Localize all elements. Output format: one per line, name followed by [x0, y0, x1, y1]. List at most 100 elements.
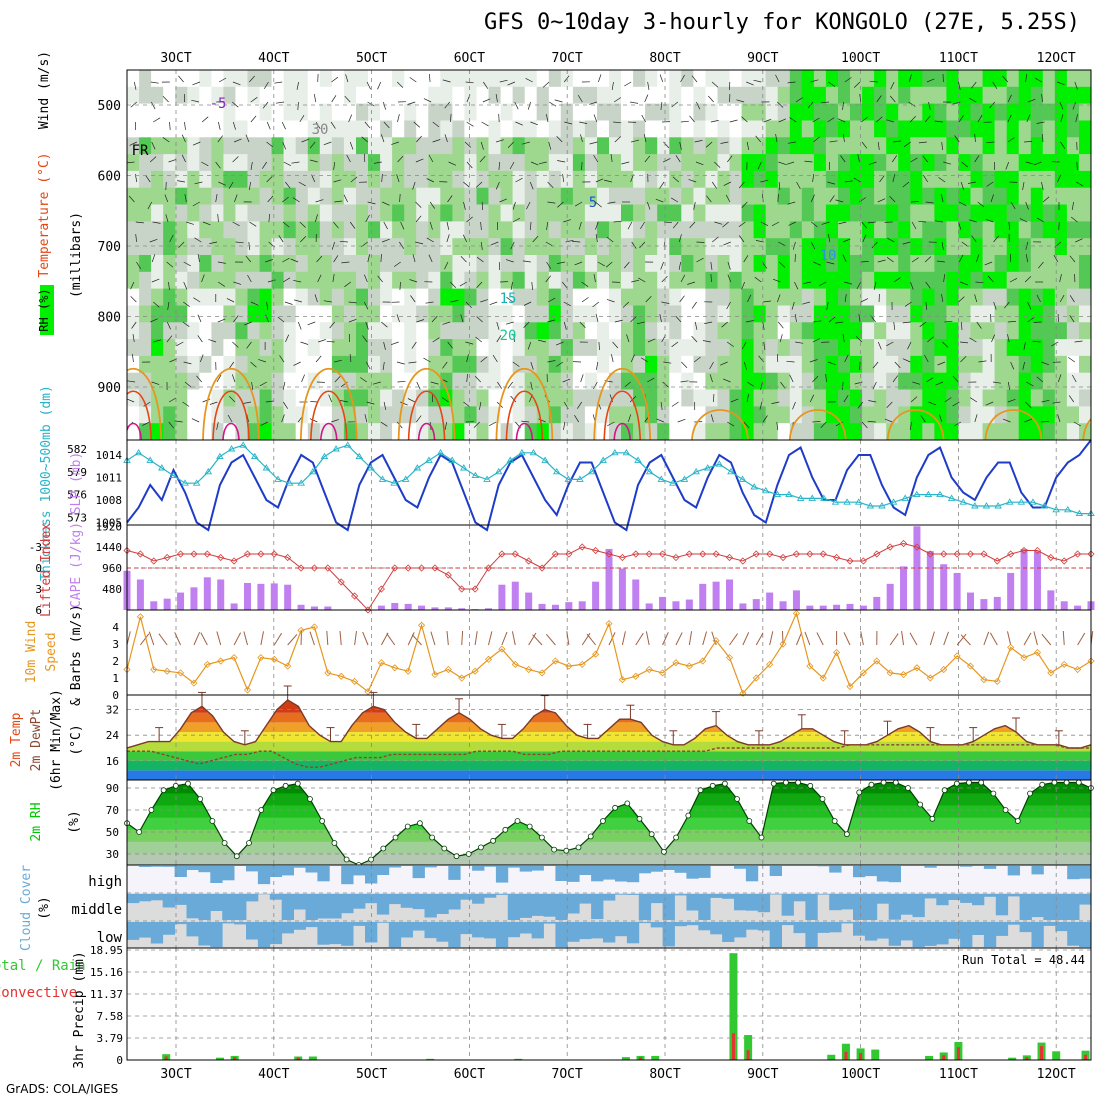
- cloud-bar: [781, 922, 794, 926]
- cape-tick: 1440: [96, 541, 123, 554]
- rh-cell: [404, 389, 417, 407]
- wind-barb: [465, 81, 474, 84]
- wind-barb: [546, 261, 552, 269]
- rh-marker: [783, 779, 789, 786]
- wind-barb: [598, 341, 600, 351]
- isotherm-25: [299, 367, 358, 440]
- rh-cell: [1006, 288, 1020, 306]
- wind-barb: [380, 253, 382, 263]
- rh-cell: [645, 86, 658, 105]
- rh-cell: [175, 322, 188, 340]
- rh-cell: [295, 355, 309, 374]
- cloud-bar: [948, 922, 961, 939]
- wind-barb: [1060, 141, 1066, 149]
- rh-cell: [862, 271, 875, 290]
- rh-cell: [163, 423, 176, 440]
- rh-cell: [657, 322, 670, 340]
- rh-cell: [512, 187, 526, 206]
- rh-marker: [856, 789, 863, 796]
- rh-cell: [946, 305, 960, 323]
- wind-barb: [843, 395, 849, 403]
- wind-barb: [177, 180, 186, 183]
- wind-barb: [796, 181, 801, 190]
- cloud-bar: [734, 866, 747, 869]
- wind-barb: [723, 181, 732, 186]
- wind-speed-marker: [351, 677, 359, 685]
- cloud-bar: [960, 922, 973, 947]
- wind-barb: [910, 281, 914, 290]
- rh-cell: [488, 221, 502, 239]
- rh-cell: [693, 137, 707, 155]
- wind-barb: [245, 255, 252, 263]
- rh-cell: [1018, 86, 1032, 105]
- wind-barb: [563, 75, 570, 83]
- rh-cell: [488, 423, 502, 440]
- cloud-bar: [686, 922, 699, 926]
- rh-cell: [331, 238, 345, 256]
- wind-barb: [1052, 401, 1061, 404]
- wind-barb: [693, 201, 696, 210]
- rh-cell: [307, 137, 321, 155]
- rh-cell: [994, 70, 1008, 88]
- wind-barb: [877, 259, 886, 263]
- rh-cell: [356, 355, 369, 374]
- wind-barb: [555, 341, 564, 346]
- wind-barb: [804, 160, 813, 163]
- wind-barb-10m: [446, 631, 449, 646]
- rh-cell: [380, 339, 393, 357]
- rh-cell: [392, 271, 405, 290]
- rh-cell: [801, 372, 815, 391]
- wind-barb: [460, 255, 467, 263]
- wind-barb: [928, 401, 937, 406]
- rh-cell: [151, 305, 164, 323]
- rh-cell: [1006, 86, 1020, 105]
- rh-cell: [175, 70, 188, 88]
- rh-cell: [452, 187, 466, 206]
- cloud-bar: [829, 922, 842, 933]
- rh-cell: [295, 271, 309, 290]
- rh-cell: [633, 339, 646, 357]
- rh-cell: [958, 423, 972, 440]
- wind-barb: [365, 321, 369, 330]
- rh-cell: [958, 288, 972, 306]
- rh-cell: [1079, 406, 1091, 424]
- lifted-marker: [1060, 557, 1068, 565]
- rh-marker: [673, 834, 679, 841]
- rh-cell: [175, 103, 188, 121]
- wind-speed-marker: [551, 657, 560, 665]
- rh-cell: [934, 339, 948, 357]
- thickness-marker: [564, 475, 573, 482]
- rh-cell: [958, 372, 972, 391]
- rh-cell: [440, 288, 453, 306]
- rh-cell: [801, 288, 815, 306]
- rh-cell: [464, 339, 478, 357]
- rh-cell: [946, 339, 960, 357]
- rh-cell: [368, 238, 381, 256]
- rh-cell: [211, 288, 225, 306]
- wind-barb: [976, 254, 980, 263]
- rh-cell: [247, 305, 261, 323]
- rh-cell: [898, 204, 911, 222]
- wind-barb: [960, 341, 969, 344]
- temp-tick: 24: [106, 729, 120, 742]
- rh-cell: [813, 322, 827, 340]
- rh-cell: [621, 372, 634, 391]
- cloud-bar: [853, 866, 866, 878]
- cape-bar: [257, 583, 265, 610]
- wind-barb: [132, 354, 134, 363]
- rh-cell: [958, 355, 972, 374]
- wind-barb: [1010, 201, 1016, 210]
- cloud-bar: [555, 894, 568, 920]
- rh-cell: [633, 305, 646, 323]
- cloud-bar: [246, 894, 259, 902]
- rh-cell: [597, 322, 610, 340]
- wind-barb: [892, 375, 899, 383]
- rh-cell: [693, 238, 707, 256]
- wind-barb: [926, 78, 935, 83]
- wind-barb: [244, 321, 252, 326]
- rh-cell: [307, 322, 321, 340]
- wind-barb: [627, 414, 632, 423]
- rh-cell: [609, 154, 622, 172]
- rh-marker: [1027, 790, 1033, 797]
- rh-cell: [874, 288, 887, 306]
